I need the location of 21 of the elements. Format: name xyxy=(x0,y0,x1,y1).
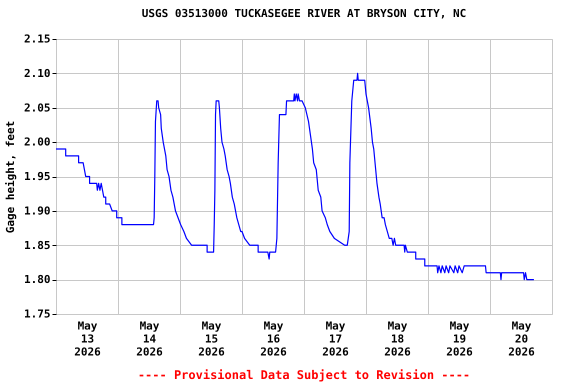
y-tick-label: 2.10 xyxy=(24,66,50,80)
chart-title: USGS 03513000 TUCKASEGEE RIVER AT BRYSON CITY, NC xyxy=(142,7,466,20)
y-tick-label: 1.90 xyxy=(24,204,50,218)
x-tick-label: May 13 2026 xyxy=(74,320,102,358)
x-tick-label: May 15 2026 xyxy=(198,320,226,358)
y-tick-label: 1.75 xyxy=(24,308,50,320)
y-tick-label: 1.95 xyxy=(24,170,50,183)
x-tick-label: May 14 2026 xyxy=(136,320,164,358)
y-tick-label: 2.05 xyxy=(24,101,50,114)
y-tick-label: 1.85 xyxy=(24,238,50,252)
x-tick-label: May 16 2026 xyxy=(260,320,288,358)
y-tick-label: 1.80 xyxy=(24,273,50,286)
y-tick-label: 2.15 xyxy=(24,32,50,46)
x-tick-label: May 17 2026 xyxy=(322,320,350,358)
x-tick-label: May 19 2026 xyxy=(446,320,474,358)
x-tick-label: May 18 2026 xyxy=(384,320,412,358)
line-series xyxy=(55,72,535,280)
text: ---- Provisional Data Subject to Revision ---- xyxy=(138,368,470,382)
x-tick-label: May 20 2026 xyxy=(508,320,536,358)
y-axis-title: Gage height, feet xyxy=(4,120,18,234)
y-tick-label: 2.00 xyxy=(24,136,50,149)
